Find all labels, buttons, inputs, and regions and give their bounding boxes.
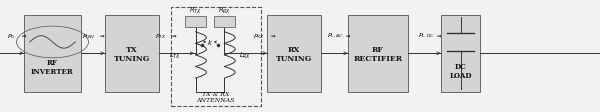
Text: $P_{RX}$: $P_{RX}$ [253,31,265,40]
Text: $R_{TX}$: $R_{TX}$ [189,6,202,16]
Text: $\Rightarrow$: $\Rightarrow$ [436,32,443,39]
Text: DC
LOAD: DC LOAD [449,62,472,79]
Text: TX & RX
ANTENNAS: TX & RX ANTENNAS [197,91,235,102]
Text: RF
INVERTER: RF INVERTER [31,59,74,76]
Text: $\Rightarrow$: $\Rightarrow$ [98,32,106,39]
Text: $P_{TX}$: $P_{TX}$ [155,31,167,40]
Bar [24,16,81,92]
Text: $P_{INV}$: $P_{INV}$ [82,31,95,40]
Text: $P_{L,DC}$: $P_{L,DC}$ [418,32,434,40]
Bar [441,16,480,92]
Text: $L_{RX}$: $L_{RX}$ [239,50,251,60]
Bar [105,16,159,92]
Bar [185,17,206,28]
Text: $P_{L,AC}$: $P_{L,AC}$ [326,32,343,40]
Text: RX
TUNING: RX TUNING [276,45,312,62]
Bar [171,8,261,106]
Bar [267,16,321,92]
Text: $P_0$: $P_0$ [7,31,15,40]
Text: $\Rightarrow$: $\Rightarrow$ [20,32,28,39]
Bar [348,16,408,92]
Bar [214,17,235,28]
Text: $\Rightarrow$: $\Rightarrow$ [170,32,178,39]
Text: $L_{TX}$: $L_{TX}$ [169,50,181,60]
Text: TX
TUNING: TX TUNING [114,45,150,62]
Text: $R_{RX}$: $R_{RX}$ [218,6,231,16]
Text: k: k [208,40,212,46]
Text: $\Rightarrow$: $\Rightarrow$ [269,32,276,39]
Text: $\Rightarrow$: $\Rightarrow$ [344,32,352,39]
Text: RF
RECTIFIER: RF RECTIFIER [353,45,403,62]
